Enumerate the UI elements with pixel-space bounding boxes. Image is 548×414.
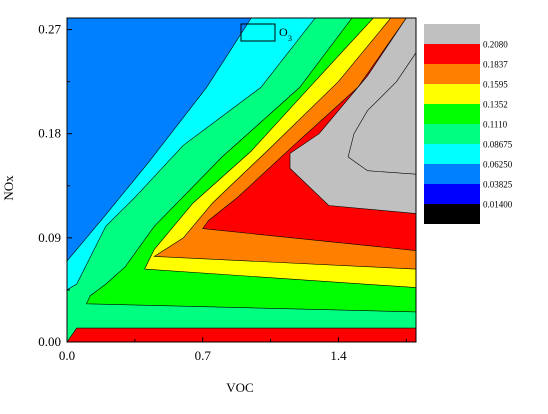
- legend-swatch: [424, 104, 480, 124]
- legend-level-label: 0.01400: [483, 200, 513, 210]
- legend-swatch: [424, 64, 480, 84]
- x-tick-label: 0.0: [59, 348, 75, 363]
- contour-region-9: [347, 52, 416, 175]
- color-legend: 0.2080 0.1837 0.1595 0.1352 0.1110 0.08675 0.0…: [424, 24, 513, 224]
- legend-level-label: 0.03825: [483, 180, 513, 190]
- contour-region-7: [67, 327, 416, 342]
- legend-swatch: [424, 164, 480, 184]
- legend-swatch: [424, 124, 480, 144]
- x-axis-label: VOC: [226, 380, 253, 395]
- y-tick-label: 0.18: [38, 126, 61, 141]
- x-tick-label: 0.7: [195, 348, 212, 363]
- legend-level-label: 0.1837: [483, 60, 508, 70]
- legend-swatch: [424, 24, 480, 44]
- legend-level-label: 0.1110: [483, 120, 508, 130]
- legend-level-label: 0.06250: [483, 160, 513, 170]
- legend-title-box: [240, 23, 276, 42]
- y-tick-label: 0.00: [38, 334, 61, 349]
- legend-title: O 3: [240, 23, 292, 43]
- legend-swatch: [424, 144, 480, 164]
- x-tick-label: 1.4: [330, 348, 347, 363]
- plot-frame: [66, 17, 417, 343]
- y-axis: 0.00 0.09 0.18 0.27: [38, 22, 72, 349]
- legend-swatch: [424, 204, 480, 224]
- legend-level-label: 0.1595: [483, 80, 508, 90]
- x-axis: 0.0 0.7 1.4: [59, 337, 407, 363]
- legend-swatch: [424, 184, 480, 204]
- legend-title-subscript: 3: [288, 34, 292, 43]
- legend-level-label: 0.08675: [483, 140, 513, 150]
- contour-regions: [67, 18, 416, 342]
- legend-swatch: [424, 84, 480, 104]
- legend-level-label: 0.2080: [483, 40, 508, 50]
- legend-level-label: 0.1352: [483, 100, 508, 110]
- y-tick-label: 0.09: [38, 230, 61, 245]
- y-axis-label: NOx: [1, 175, 16, 201]
- legend-swatch: [424, 44, 480, 64]
- legend-title-text: O: [279, 25, 288, 39]
- y-tick-label: 0.27: [38, 22, 61, 37]
